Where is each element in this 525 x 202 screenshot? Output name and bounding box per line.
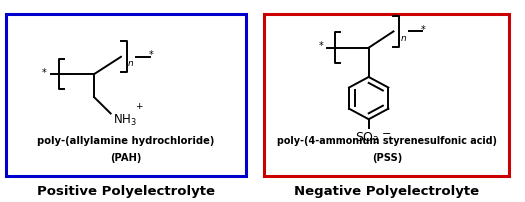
Text: poly-(allylamine hydrochloride): poly-(allylamine hydrochloride) [37, 135, 214, 145]
Text: *: * [318, 41, 323, 51]
Text: Negative Polyelectrolyte: Negative Polyelectrolyte [294, 184, 479, 197]
Text: −: − [382, 128, 391, 138]
Text: (PAH): (PAH) [110, 152, 141, 162]
Text: n: n [400, 34, 406, 43]
Text: (PSS): (PSS) [372, 152, 402, 162]
Text: Positive Polyelectrolyte: Positive Polyelectrolyte [37, 184, 215, 197]
Text: poly-(4-ammonium styrenesulfonic acid): poly-(4-ammonium styrenesulfonic acid) [277, 135, 497, 145]
Text: *: * [421, 25, 426, 35]
Text: *: * [42, 67, 47, 77]
Bar [264, 15, 509, 177]
Text: NH$_3$: NH$_3$ [113, 113, 136, 127]
Text: *: * [149, 50, 153, 60]
Text: +: + [135, 101, 143, 110]
Text: SO$_3$: SO$_3$ [355, 130, 380, 145]
Text: n: n [128, 59, 133, 68]
Bar [6, 15, 246, 177]
